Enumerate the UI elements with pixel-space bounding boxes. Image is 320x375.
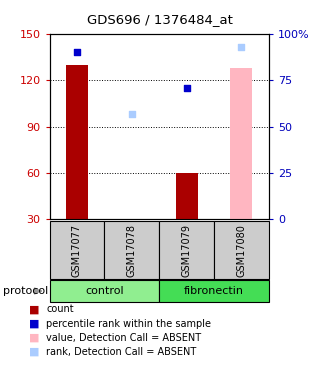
Text: value, Detection Call = ABSENT: value, Detection Call = ABSENT bbox=[46, 333, 202, 343]
Text: ■: ■ bbox=[29, 347, 39, 357]
Text: rank, Detection Call = ABSENT: rank, Detection Call = ABSENT bbox=[46, 347, 197, 357]
Bar bbox=[176, 173, 197, 219]
Point bbox=[129, 111, 134, 117]
Point bbox=[239, 44, 244, 50]
Text: GDS696 / 1376484_at: GDS696 / 1376484_at bbox=[87, 13, 233, 26]
Point bbox=[184, 85, 189, 91]
Text: control: control bbox=[85, 286, 124, 296]
Text: GSM17079: GSM17079 bbox=[182, 224, 192, 277]
Text: ■: ■ bbox=[29, 319, 39, 328]
Text: ■: ■ bbox=[29, 304, 39, 314]
Text: percentile rank within the sample: percentile rank within the sample bbox=[46, 319, 212, 328]
Point bbox=[75, 50, 80, 55]
Bar bbox=[66, 65, 88, 219]
Text: ■: ■ bbox=[29, 333, 39, 343]
Text: GSM17080: GSM17080 bbox=[236, 224, 246, 277]
Text: protocol: protocol bbox=[3, 286, 48, 296]
Text: fibronectin: fibronectin bbox=[184, 286, 244, 296]
Text: GSM17077: GSM17077 bbox=[72, 224, 82, 277]
Text: GSM17078: GSM17078 bbox=[127, 224, 137, 277]
Text: count: count bbox=[46, 304, 74, 314]
Bar bbox=[230, 68, 252, 219]
